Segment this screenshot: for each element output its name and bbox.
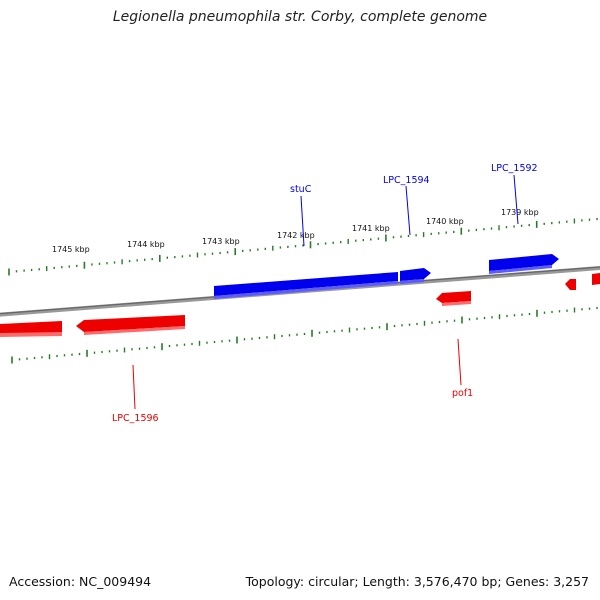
gene-labels: stuC LPC_1594 LPC_1592 LPC_1596 pof1	[112, 163, 538, 424]
gene-LPC_1597-shadow	[0, 332, 62, 337]
leader-pof1	[457, 338, 462, 386]
gene-LPC_1594[interactable]	[400, 268, 431, 281]
scale-label-1741: 1741 kbp	[352, 224, 390, 233]
gene-pof1[interactable]	[436, 291, 471, 303]
scale-labels: 1745 kbp 1744 kbp 1743 kbp 1742 kbp 1741…	[52, 208, 539, 254]
label-pof1[interactable]: pof1	[452, 388, 473, 399]
reverse-strand-genes	[0, 273, 600, 337]
gene-LPC_1596-shadow	[84, 326, 185, 335]
gene-pof1-shadow	[442, 301, 471, 306]
forward-strand-genes	[214, 254, 559, 299]
leader-LPC_1592	[513, 174, 519, 225]
leader-LPC_1596	[132, 364, 136, 410]
lower-tick-ring	[11, 306, 598, 364]
accession-label: Accession: NC_009494	[9, 574, 152, 589]
scale-label-1742: 1742 kbp	[277, 231, 315, 240]
gene-LPC_1596[interactable]	[76, 315, 185, 332]
gene-edge-reverse[interactable]	[565, 279, 576, 290]
gene-leader-lines	[132, 174, 519, 410]
scale-label-1744: 1744 kbp	[127, 240, 165, 249]
gene-LPC_1597[interactable]	[0, 321, 62, 335]
leader-stuC	[300, 195, 305, 247]
label-LPC_1596[interactable]: LPC_1596	[112, 413, 159, 424]
gene-LPC_1592-shadow	[489, 265, 552, 274]
map-title: Legionella pneumophila str. Corby, compl…	[112, 9, 488, 25]
gene-stuC[interactable]	[214, 272, 398, 296]
scale-label-1740: 1740 kbp	[426, 217, 464, 226]
scale-label-1743: 1743 kbp	[202, 237, 240, 246]
gene-LPC_1594-shadow	[400, 279, 424, 284]
label-stuC[interactable]: stuC	[290, 184, 312, 195]
scale-label-1745: 1745 kbp	[52, 245, 90, 254]
leader-LPC_1594	[405, 185, 411, 236]
gene-LPC_1592[interactable]	[489, 254, 559, 271]
label-LPC_1592[interactable]: LPC_1592	[491, 163, 538, 174]
gene-edge-reverse-2[interactable]	[592, 273, 600, 285]
label-LPC_1594[interactable]: LPC_1594	[383, 175, 430, 186]
gene-stuC-shadow	[214, 281, 398, 299]
upper-tick-ring	[8, 217, 598, 276]
scale-label-1739: 1739 kbp	[501, 208, 539, 217]
topology-summary: Topology: circular; Length: 3,576,470 bp…	[245, 574, 589, 589]
